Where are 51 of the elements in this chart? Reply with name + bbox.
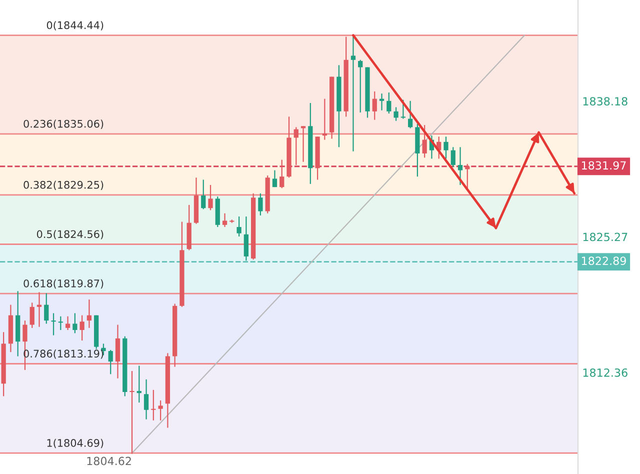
candlestick [201, 179, 206, 210]
candlestick [86, 298, 92, 328]
ref-line-label: 0.236(1835.06) [24, 120, 104, 129]
candlestick [65, 316, 70, 331]
candlestick [44, 292, 49, 324]
candlestick [372, 90, 377, 120]
candlestick [450, 146, 456, 168]
ref-line-label: 0.618(1819.87) [24, 279, 104, 289]
candlestick [322, 98, 327, 140]
candlestick [386, 92, 392, 114]
candlestick [408, 100, 413, 129]
candlestick [272, 170, 278, 188]
candlestick [280, 159, 284, 189]
ref-line-label: 1822.89 [582, 256, 626, 266]
candlestick [400, 99, 406, 120]
ref-line-label: 0(1844.44) [46, 21, 104, 30]
candlestick [350, 34, 356, 152]
candlestick [258, 192, 263, 216]
candlestick [236, 216, 242, 238]
candlestick [151, 389, 156, 421]
candlestick [300, 126, 306, 162]
candlestick [244, 216, 249, 262]
candlestick [58, 316, 63, 331]
y-tick-label: 1825.27 [583, 232, 628, 242]
candlestick [30, 302, 34, 328]
candlestick [36, 292, 42, 328]
candlestick [115, 324, 120, 379]
ref-line-label: 1831.97 [582, 161, 626, 170]
candlestick [394, 106, 398, 122]
candlestick [222, 212, 228, 228]
y-tick-label: 1838.18 [583, 97, 628, 106]
candlestick [422, 124, 427, 158]
candlestick [136, 365, 142, 404]
candlestick [379, 92, 384, 111]
candlestick [80, 314, 84, 342]
ref-line-label: 0.5(1824.56) [36, 230, 104, 240]
candlestick [158, 400, 163, 421]
candlestick [208, 184, 213, 211]
ref-line-label: 1(1804.69) [47, 438, 104, 448]
candlestick [444, 136, 448, 160]
candlestick [144, 378, 149, 420]
candlestick [358, 59, 363, 114]
annotation: 1804.62 [87, 456, 131, 466]
ref-line-label: 0.382(1829.25) [24, 180, 104, 190]
candlestick [294, 126, 298, 166]
candlestick [130, 370, 134, 454]
candlestick [458, 146, 463, 186]
y-tick-label: 1812.36 [583, 368, 628, 377]
candlestick [108, 349, 113, 375]
candlestick [72, 312, 78, 334]
candlestick [51, 312, 56, 336]
